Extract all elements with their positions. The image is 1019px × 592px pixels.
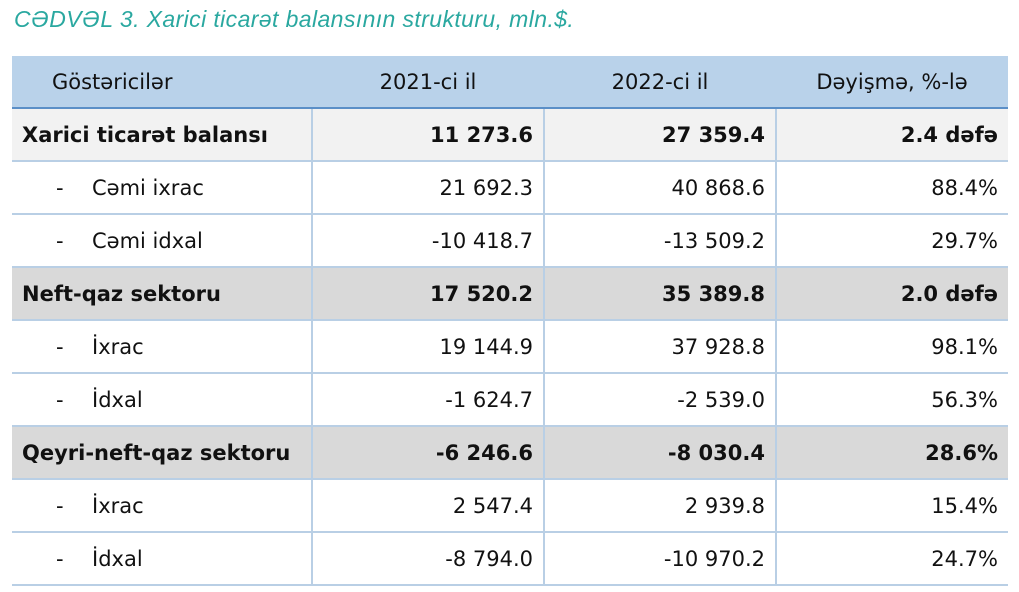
value-2022: 2 939.8	[543, 479, 776, 533]
row-label: Cəmi idxal	[92, 228, 203, 253]
row-dash: -	[56, 493, 64, 518]
row-label: Qeyri-neft-qaz sektoru	[12, 426, 312, 480]
value-2021: 21 692.3	[311, 161, 544, 215]
value-2022: -10 970.2	[543, 532, 776, 586]
row-label: İxrac	[92, 334, 144, 359]
row-label-cell: - İdxal	[12, 532, 312, 586]
table-row-oil-gas-sector: Neft-qaz sektoru 17 520.2 35 389.8 2.0 d…	[12, 267, 1008, 321]
value-2021: -1 624.7	[311, 373, 544, 427]
table-caption: CƏDVƏL 3. Xarici ticarət balansının stru…	[14, 6, 575, 32]
row-label: Cəmi ixrac	[92, 175, 204, 200]
row-label-cell: - İxrac	[12, 320, 312, 374]
header-indicators: Göstəricilər	[12, 56, 312, 109]
row-dash: -	[56, 546, 64, 571]
table-header-row: Göstəricilər 2021-ci il 2022-ci il Dəyiş…	[12, 56, 1008, 109]
table-row-foreign-trade-balance: Xarici ticarət balansı 11 273.6 27 359.4…	[12, 108, 1008, 162]
row-label: İdxal	[92, 546, 143, 571]
row-label-cell: - İdxal	[12, 373, 312, 427]
value-2022: 27 359.4	[543, 108, 776, 162]
row-dash: -	[56, 334, 64, 359]
value-2022: 35 389.8	[543, 267, 776, 321]
row-label: İdxal	[92, 387, 143, 412]
value-2022: 40 868.6	[543, 161, 776, 215]
value-change: 56.3%	[775, 373, 1008, 427]
trade-balance-table: Göstəricilər 2021-ci il 2022-ci il Dəyiş…	[12, 56, 1008, 586]
value-2021: -10 418.7	[311, 214, 544, 268]
value-2021: -6 246.6	[311, 426, 544, 480]
row-label-cell: - İxrac	[12, 479, 312, 533]
table-row-oil-gas-export: - İxrac 19 144.9 37 928.8 98.1%	[12, 320, 1008, 374]
value-2022: 37 928.8	[543, 320, 776, 374]
value-2021: 19 144.9	[311, 320, 544, 374]
value-change: 28.6%	[775, 426, 1008, 480]
value-change: 24.7%	[775, 532, 1008, 586]
value-change: 88.4%	[775, 161, 1008, 215]
row-label: İxrac	[92, 493, 144, 518]
table-row-non-oil-gas-sector: Qeyri-neft-qaz sektoru -6 246.6 -8 030.4…	[12, 426, 1008, 480]
value-2022: -13 509.2	[543, 214, 776, 268]
value-2021: 17 520.2	[311, 267, 544, 321]
value-2021: 11 273.6	[311, 108, 544, 162]
value-change: 15.4%	[775, 479, 1008, 533]
row-dash: -	[56, 228, 64, 253]
value-change: 29.7%	[775, 214, 1008, 268]
table-row-total-export: - Cəmi ixrac 21 692.3 40 868.6 88.4%	[12, 161, 1008, 215]
row-label: Xarici ticarət balansı	[12, 108, 312, 162]
row-dash: -	[56, 175, 64, 200]
table-row-oil-gas-import: - İdxal -1 624.7 -2 539.0 56.3%	[12, 373, 1008, 427]
row-dash: -	[56, 387, 64, 412]
value-2022: -8 030.4	[543, 426, 776, 480]
header-change: Dəyişmə, %-lə	[776, 56, 1008, 109]
table-row-non-oil-gas-export: - İxrac 2 547.4 2 939.8 15.4%	[12, 479, 1008, 533]
value-2021: 2 547.4	[311, 479, 544, 533]
value-2022: -2 539.0	[543, 373, 776, 427]
row-label: Neft-qaz sektoru	[12, 267, 312, 321]
value-change: 2.4 dəfə	[775, 108, 1008, 162]
table-row-non-oil-gas-import: - İdxal -8 794.0 -10 970.2 24.7%	[12, 532, 1008, 586]
value-2021: -8 794.0	[311, 532, 544, 586]
row-label-cell: - Cəmi ixrac	[12, 161, 312, 215]
row-label-cell: - Cəmi idxal	[12, 214, 312, 268]
table-row-total-import: - Cəmi idxal -10 418.7 -13 509.2 29.7%	[12, 214, 1008, 268]
value-change: 98.1%	[775, 320, 1008, 374]
header-2021: 2021-ci il	[312, 56, 544, 109]
header-2022: 2022-ci il	[544, 56, 776, 109]
value-change: 2.0 dəfə	[775, 267, 1008, 321]
